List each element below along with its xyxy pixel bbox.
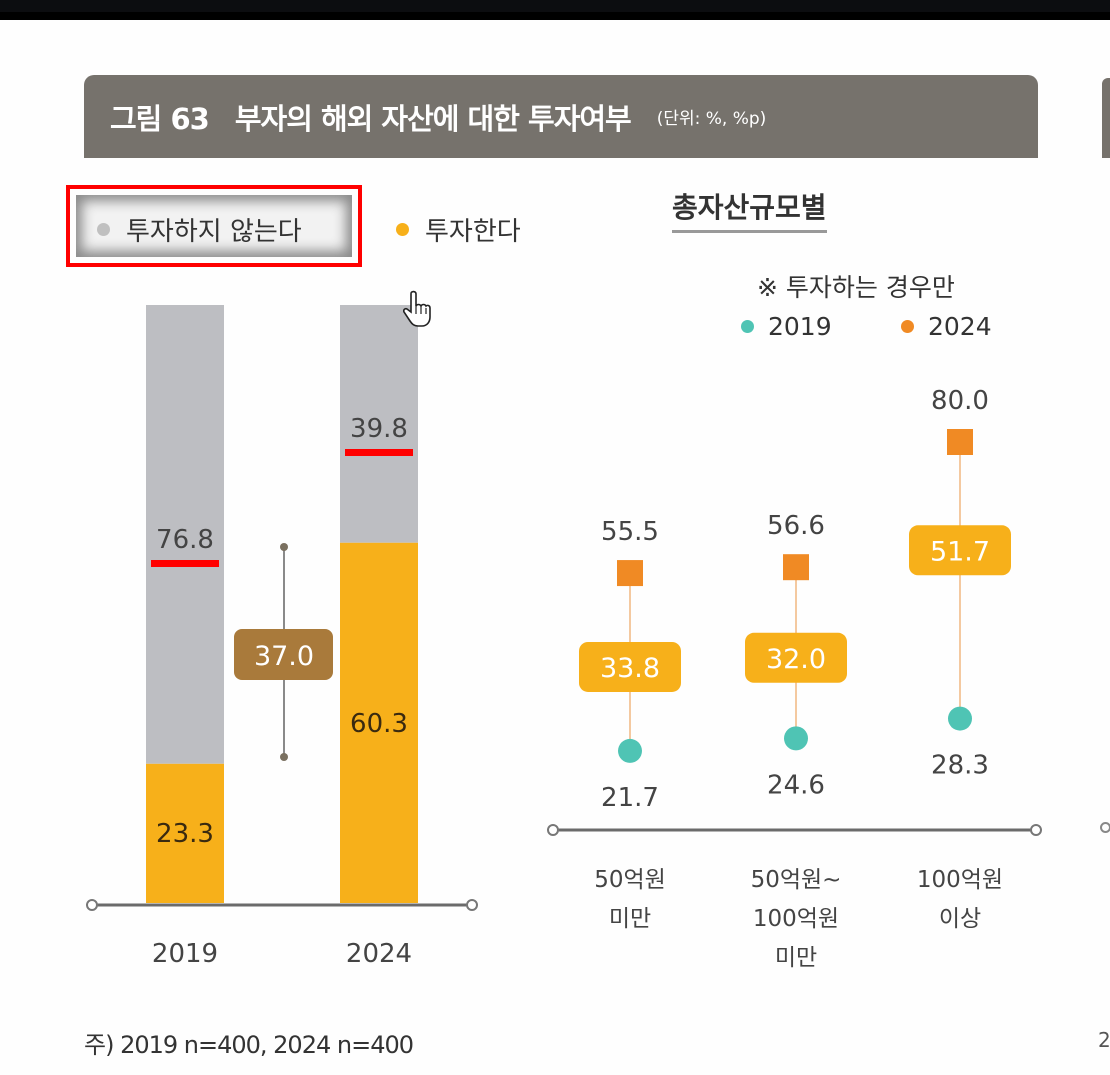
gap-label-cat2: 32.0 [766, 644, 826, 675]
hand-cursor-icon [403, 290, 431, 327]
label-2024-cat3: 80.0 [931, 386, 989, 416]
window-top-border [0, 12, 1110, 20]
label-invest-2024: 60.3 [350, 709, 408, 739]
difference-badge [234, 629, 333, 680]
tick-label-cat3-line2: 이상 [939, 906, 981, 932]
legend-dot-2019 [741, 320, 754, 333]
marker-2024-cat3 [947, 429, 973, 455]
legend-item-invest: 투자한다 [396, 211, 521, 248]
marker-2019-cat1 [618, 738, 642, 763]
highlight-shadow [76, 195, 352, 257]
legend-item-2019: 2019 [741, 312, 832, 341]
legend-item-not-invest: 투자하지 않는다 [97, 211, 302, 248]
figure-title: 부자의 해외 자산에 대한 투자여부 [234, 101, 632, 136]
tick-label-cat2-line3: 미만 [775, 945, 817, 971]
gap-label-cat1: 33.8 [600, 653, 660, 684]
bar-not-invest-2019 [146, 305, 224, 764]
left-x-axis [86, 899, 478, 911]
label-invest-2019: 23.3 [156, 819, 214, 849]
bar-invest-2019 [146, 763, 224, 903]
right-note: ※ 투자하는 경우만 [757, 273, 955, 302]
legend-dot-invest [396, 223, 409, 236]
gap-label-cat3: 51.7 [930, 536, 990, 567]
marker-2024-cat1 [617, 560, 643, 587]
figure-number: 그림 63 [110, 101, 210, 136]
highlight-underline-2019 [151, 560, 219, 567]
label-2024-cat1: 55.5 [601, 517, 659, 547]
legend-label-invest: 투자한다 [425, 217, 521, 247]
marker-2019-cat3 [948, 706, 972, 731]
bar-invest-2024 [340, 542, 418, 903]
right-axis-cap-start [547, 824, 559, 836]
tick-label-cat1-line2: 미만 [609, 906, 651, 932]
next-figure-footnote: 2 [1098, 1028, 1110, 1052]
tick-label-2024: 2024 [346, 939, 412, 969]
legend-label-2024: 2024 [928, 312, 992, 341]
legend-label-2019: 2019 [768, 312, 832, 341]
label-not-invest-2024: 39.8 [350, 414, 408, 444]
legend-dot-2024 [901, 320, 914, 333]
label-2019-cat2: 24.6 [767, 770, 825, 800]
tick-label-cat2-line1: 50억원~ [751, 867, 842, 893]
tick-label-cat2-line2: 100억원 [753, 906, 839, 932]
gap-badge-cat3 [909, 525, 1011, 576]
bracket-bottom-dot [280, 753, 288, 761]
bar-not-invest-2024 [340, 305, 418, 543]
dumbbell-chart: 55.5 21.7 33.8 56.6 24.6 32.0 80.0 28.3 51.7 [579, 386, 1011, 813]
left-tick-labels: 2019 2024 [152, 939, 412, 969]
legend-item-2024: 2024 [901, 312, 992, 341]
right-axis-cap-end [1030, 824, 1042, 836]
gap-badge-cat1 [579, 641, 681, 692]
label-not-invest-2019: 76.8 [156, 525, 214, 555]
difference-bracket: 37.0 [234, 543, 333, 761]
legend-dot-not-invest [97, 223, 110, 236]
footnote: 주) 2019 n=400, 2024 n=400 [84, 1031, 414, 1059]
label-2024-cat2: 56.6 [767, 511, 825, 541]
right-subtitle: 총자산규모별 [672, 186, 827, 233]
label-2019-cat3: 28.3 [931, 751, 989, 781]
label-2019-cat1: 21.7 [601, 783, 659, 813]
next-figure-title-edge [1102, 78, 1110, 158]
window-top-bar [0, 0, 1110, 12]
left-axis-cap-end [466, 899, 478, 911]
stacked-bar-chart: 76.8 23.3 39.8 60.3 [146, 305, 418, 903]
difference-label: 37.0 [254, 641, 314, 672]
marker-2019-cat2 [784, 726, 808, 751]
tick-label-cat1-line1: 50억원 [594, 867, 666, 893]
right-x-axis [547, 824, 1042, 836]
gap-badge-cat2 [745, 632, 847, 683]
left-axis-cap-start [86, 899, 98, 911]
highlight-box [66, 185, 362, 267]
figure-title-bar: 그림 63 부자의 해외 자산에 대한 투자여부 (단위: %, %p) [84, 75, 1038, 158]
bracket-top-dot [280, 543, 288, 551]
tick-label-2019: 2019 [152, 939, 218, 969]
highlight-underline-2024 [345, 449, 413, 456]
marker-2024-cat2 [783, 554, 809, 581]
figure-unit: (단위: %, %p) [656, 109, 767, 129]
tick-label-cat3-line1: 100억원 [917, 867, 1003, 893]
next-figure-axis-cap [1100, 822, 1110, 833]
legend-label-not-invest: 투자하지 않는다 [126, 217, 302, 247]
